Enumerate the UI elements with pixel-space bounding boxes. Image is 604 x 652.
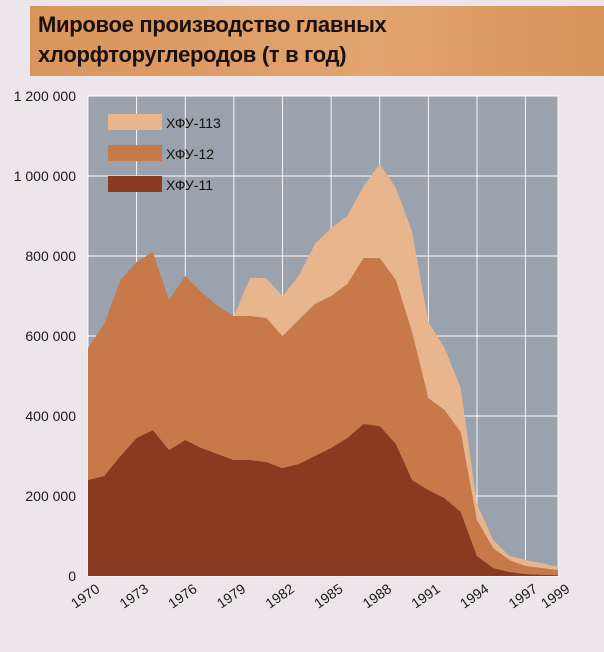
legend-label: ХФУ-113	[166, 115, 221, 131]
legend-swatch	[108, 114, 162, 130]
y-tick-label: 200 000	[25, 488, 76, 504]
x-tick-label: 1991	[408, 580, 443, 611]
area-хфу-113	[88, 164, 558, 570]
x-tick-label: 1988	[360, 580, 395, 611]
chart-title-line-1: Мировое производство главных	[38, 12, 387, 37]
legend-swatch	[108, 145, 162, 161]
y-tick-label: 400 000	[25, 408, 76, 424]
x-tick-label: 1976	[165, 580, 200, 611]
y-tick-label: 800 000	[25, 248, 76, 264]
x-tick-label: 1979	[214, 580, 249, 611]
y-axis: 0 200 000 400 000 600 000 800 000 1 000 000 1 …	[14, 88, 77, 584]
area-хфу-12	[88, 252, 558, 576]
x-tick-label: 1982	[262, 580, 297, 611]
title-bar: Мировое производство главных хлорфторугл…	[30, 6, 604, 76]
x-tick-label: 1999	[538, 580, 573, 611]
y-tick-label: 1 000 000	[14, 168, 76, 184]
legend-swatch	[108, 176, 162, 192]
chart-title-line-2: хлорфторуглеродов (т в год)	[38, 42, 347, 67]
legend: ХФУ-113 ХФУ-12 ХФУ-11	[108, 114, 221, 193]
x-tick-label: 1985	[311, 580, 346, 611]
y-tick-label: 1 200 000	[14, 88, 76, 104]
legend-label: ХФУ-11	[166, 177, 213, 193]
legend-label: ХФУ-12	[166, 146, 214, 162]
x-axis: 1970 1973 1976 1979 1982 1985 1988 1991 1994 1997…	[68, 580, 573, 611]
y-tick-label: 0	[68, 568, 76, 584]
x-tick-label: 1970	[68, 580, 103, 611]
y-tick-label: 600 000	[25, 328, 76, 344]
x-tick-label: 1973	[116, 580, 151, 611]
area-хфу-11	[88, 424, 558, 576]
x-tick-label: 1997	[505, 580, 540, 611]
x-tick-label: 1994	[457, 580, 492, 611]
area-series	[88, 164, 558, 576]
chart-title: Мировое производство главных хлорфторугл…	[38, 10, 387, 70]
